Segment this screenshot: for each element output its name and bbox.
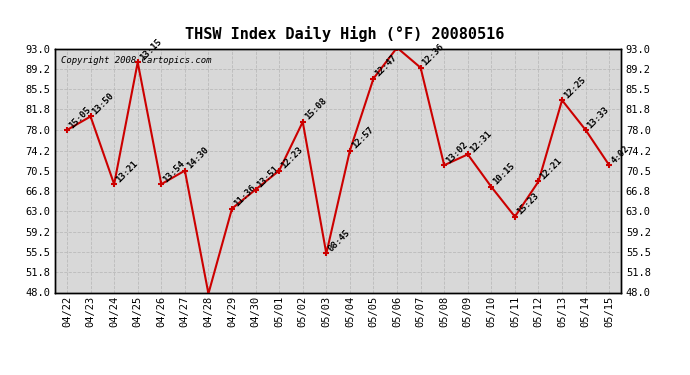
Text: 13:15: 13:15 — [138, 37, 163, 62]
Text: 10:15: 10:15 — [491, 162, 517, 187]
Text: 12:25: 12:25 — [562, 75, 587, 100]
Text: 12:36: 12:36 — [421, 42, 446, 68]
Text: 13:02: 13:02 — [444, 140, 470, 165]
Text: 13:33: 13:33 — [586, 105, 611, 130]
Text: 15:05: 15:05 — [67, 105, 92, 130]
Text: 13:51: 13:51 — [255, 164, 281, 190]
Text: 4:02: 4:02 — [609, 144, 631, 165]
Text: 12:21: 12:21 — [538, 156, 564, 182]
Text: 13:21: 13:21 — [114, 159, 139, 184]
Text: 13:50: 13:50 — [90, 91, 116, 117]
Text: 12:47: 12:47 — [373, 53, 399, 78]
Text: 13:32: 13:32 — [0, 374, 1, 375]
Text: 16:06: 16:06 — [0, 374, 1, 375]
Text: 15:08: 15:08 — [303, 96, 328, 122]
Text: THSW Index Daily High (°F) 20080516: THSW Index Daily High (°F) 20080516 — [186, 26, 504, 42]
Text: 08:45: 08:45 — [326, 228, 352, 254]
Text: 13:54: 13:54 — [161, 159, 187, 184]
Text: 12:23: 12:23 — [279, 145, 304, 171]
Text: 15:23: 15:23 — [515, 191, 540, 217]
Text: 12:31: 12:31 — [468, 129, 493, 154]
Text: 12:57: 12:57 — [350, 125, 375, 151]
Text: 14:30: 14:30 — [185, 145, 210, 171]
Text: 11:36: 11:36 — [232, 183, 257, 209]
Text: Copyright 2008 Cartopics.com: Copyright 2008 Cartopics.com — [61, 56, 211, 65]
